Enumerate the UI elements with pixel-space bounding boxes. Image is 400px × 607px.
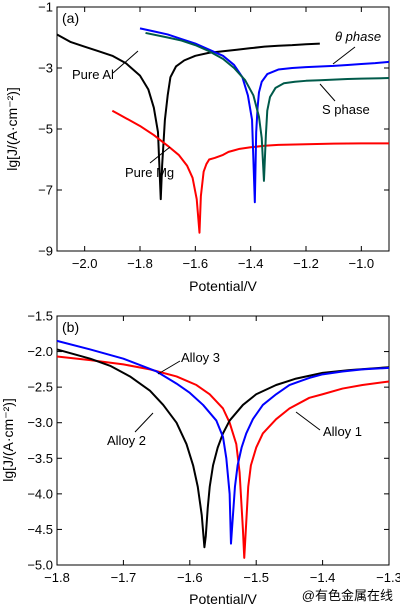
series-line-phase (139, 27, 390, 204)
series-line-s-phase (145, 31, 390, 182)
leader-theta-phase (332, 46, 356, 65)
leader-alloy-3 (157, 360, 181, 375)
y-tick-label: −3.5 (27, 451, 53, 466)
leader-alloy-2 (134, 412, 154, 433)
annotation-pure-mg: Pure Mg (125, 165, 174, 180)
y-tick-label: −1 (38, 0, 53, 15)
y-ticks-a: −9 −7 −5 −3 −1 (38, 0, 389, 259)
annotation-pure-al: Pure Al (72, 67, 114, 82)
y-tick-label: −4.5 (27, 522, 53, 537)
annotation-alloy-3: Alloy 3 (181, 350, 220, 365)
annotation-alloy-2: Alloy 2 (107, 433, 146, 448)
series-line-pure-mg (111, 109, 389, 234)
y-tick-label: −3 (38, 61, 53, 76)
series-line-alloy-2 (56, 348, 390, 549)
series-line-alloy-1 (56, 355, 390, 559)
leader-s-phase (319, 83, 336, 102)
x-tick-label: −1.7 (111, 570, 137, 585)
x-tick-label: −1.5 (243, 570, 269, 585)
annotation-theta-phase: θ phase (335, 29, 381, 44)
x-tick-label: −1.6 (182, 256, 208, 271)
series-line-alloy-3 (56, 339, 390, 545)
x-tick-label: −1.8 (127, 256, 153, 271)
y-tick-label: −5 (38, 122, 53, 137)
annotation-s-phase: S phase (322, 102, 370, 117)
x-tick-label: −1.8 (44, 570, 70, 585)
y-tick-label: −1.5 (27, 309, 53, 324)
panel-label-b: (b) (62, 319, 79, 335)
x-tick-label: −1.4 (310, 570, 336, 585)
leader-alloy-1 (295, 411, 321, 431)
leader-pure-al (112, 50, 139, 74)
panel-label-a: (a) (62, 10, 79, 26)
series-a (56, 27, 390, 234)
panel-a: −2.0 −1.8 −1.6 −1.4 −1.2 −1.0 −9−7−5−3−1 (a) … (4, 0, 390, 294)
x-tick-label: −1.2 (293, 256, 319, 271)
x-tick-label: −2.0 (72, 256, 98, 271)
plot-frame-b (56, 315, 390, 566)
y-tick-label: −9 (38, 244, 53, 259)
x-axis-label-a: Potential/V (189, 278, 257, 294)
y-tick-label: −7 (38, 183, 53, 198)
y-axis-label-b: lg[J/(A·cm⁻²)] (0, 398, 16, 482)
x-tick-label: −1.0 (348, 256, 374, 271)
x-tick-label: −1.4 (238, 256, 264, 271)
watermark: @有色金属在线 (302, 588, 393, 603)
y-ticks-b: −5.0 −4.5 −4.0 −3.5 −3.0 −2.5 −2.0 −1.5 (27, 309, 389, 573)
x-ticks-a: −2.0 −1.8 −1.6 −1.4 −1.2 −1.0 (72, 7, 374, 271)
x-axis-label-b: Potential/V (189, 591, 257, 607)
y-tick-label: −4.0 (27, 486, 53, 501)
x-ticks-b: −1.8 −1.7 −1.6 −1.5 −1.4 −1.3 (44, 316, 400, 585)
panel-b: −1.8 −1.7 −1.6 −1.5 −1.4 −1.3 −5.0 −4.5 −4.0 −3.… (0, 309, 400, 607)
annotation-alloy-1: Alloy 1 (323, 424, 362, 439)
series-b (56, 339, 390, 559)
y-tick-label: −5.0 (27, 558, 53, 573)
x-tick-label: −1.6 (177, 570, 203, 585)
y-tick-label: −2.5 (27, 380, 53, 395)
y-tick-label: −3.0 (27, 415, 53, 430)
x-tick-label: −1.3 (376, 570, 400, 585)
leader-pure-mg (149, 146, 171, 164)
y-tick-label: −2.0 (27, 344, 53, 359)
series-line-pure-al (56, 33, 320, 201)
y-axis-label-a: lg[J/(A·cm⁻²)] (4, 87, 20, 171)
